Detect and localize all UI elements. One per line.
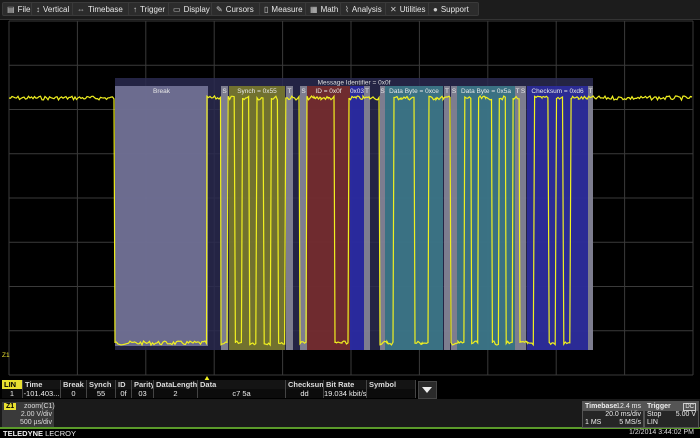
segment-label: ID = 0x0f — [315, 88, 341, 95]
decode-segment-id — [307, 86, 350, 350]
table-cell[interactable]: dd — [286, 389, 324, 398]
timebase-points: 1 MS — [585, 419, 601, 426]
menu-support[interactable]: ●Support — [428, 2, 479, 16]
decode-segment-parity — [350, 86, 364, 350]
segment-label: Checksum = 0xd6 — [531, 88, 584, 95]
segment-label: T — [589, 88, 593, 95]
decode-segment-t — [286, 86, 293, 350]
menu-label: Utilities — [400, 5, 426, 14]
table-cell[interactable]: 19.034 kbit/s — [324, 389, 367, 398]
segment-label: S — [222, 88, 227, 95]
zoom-trace-descriptor[interactable]: Z1 zoom(C1) 2.00 V/div 500 µs/div — [2, 402, 54, 427]
segment-label: S — [380, 88, 385, 95]
support-icon: ● — [433, 5, 438, 14]
z1-tag: Z1 — [4, 403, 16, 410]
table-cell[interactable] — [367, 389, 416, 398]
decode-segment-checksum — [527, 86, 588, 350]
table-cell[interactable]: 03 — [132, 389, 154, 398]
column-header[interactable]: Data — [198, 380, 286, 389]
column-header[interactable]: Break — [61, 380, 87, 389]
z1-source: zoom(C1) — [24, 403, 55, 410]
table-cell[interactable]: 1 — [2, 389, 23, 398]
menu-label: File — [18, 5, 31, 14]
menu-label: Cursors — [226, 5, 254, 14]
z1-tdiv: 500 µs/div — [20, 419, 52, 426]
segment-label: Break — [153, 88, 171, 95]
segment-label: T — [288, 88, 292, 95]
timebase-panel[interactable]: Timebase12.4 ms 20.0 ms/div 1 MS 5 MS/s — [582, 401, 644, 428]
waveform-display[interactable]: Message Identifier = 0x0f Break S Synch = 0… — [0, 20, 700, 380]
timebase-icon: ⇔ — [77, 5, 85, 14]
decode-segment-break — [115, 86, 208, 346]
math-icon: ▦ — [310, 5, 318, 14]
menu-label: Display — [184, 5, 210, 14]
display-icon: ▭ — [173, 5, 181, 14]
z1-trace-marker: Z1 — [2, 352, 10, 359]
decode-segment-t — [588, 86, 593, 350]
brand-logo: TELEDYNE LECROY — [3, 429, 76, 438]
column-header[interactable]: ID — [116, 380, 132, 389]
table-cell[interactable]: 0 — [61, 389, 87, 398]
menu-label: Measure — [271, 5, 302, 14]
column-header[interactable]: LIN — [2, 380, 23, 389]
timebase-tdiv: 20.0 ms/div — [605, 411, 641, 418]
table-cell[interactable]: 0f — [116, 389, 132, 398]
trigger-level: 5.00 V — [676, 411, 696, 418]
trigger-mode: Stop — [647, 411, 661, 418]
table-expand-button[interactable] — [418, 381, 437, 399]
menu-bar: ▤File↕Vertical⇔Timebase↑Trigger▭Display✎… — [0, 0, 700, 20]
trigger-icon: ↑ — [133, 5, 137, 14]
table-cell[interactable]: c7 5a — [198, 389, 286, 398]
segment-label: T — [445, 88, 449, 95]
table-cell[interactable]: 2 — [154, 389, 198, 398]
utilities-icon: ✕ — [390, 5, 397, 14]
column-header[interactable]: Time — [23, 380, 61, 389]
column-header[interactable]: DataLength — [154, 380, 198, 389]
column-header[interactable]: Parity — [132, 380, 154, 389]
decode-segment-s — [451, 86, 457, 350]
table-cell[interactable]: 55 — [87, 389, 116, 398]
menu-label: Trigger — [140, 5, 165, 14]
menu-cursors[interactable]: ✎Cursors — [211, 2, 266, 16]
decode-segment-t — [364, 86, 370, 350]
column-header[interactable]: Checksum — [286, 380, 324, 389]
trigger-coupling: DC — [683, 403, 696, 411]
column-header[interactable]: Bit Rate — [324, 380, 367, 389]
segment-label: Synch = 0x55 — [237, 88, 277, 95]
timebase-title: Timebase — [585, 403, 617, 410]
analysis-icon: ⌇ — [345, 5, 349, 14]
segment-label: S — [521, 88, 526, 95]
column-header[interactable]: Symbol — [367, 380, 416, 389]
menu-label: Vertical — [43, 5, 69, 14]
timebase-delay: 12.4 ms — [616, 402, 641, 411]
menu-label: Support — [441, 5, 469, 14]
z1-vdiv: 2.00 V/div — [21, 411, 52, 418]
decode-segment-t — [444, 86, 450, 350]
timebase-rate: 5 MS/s — [619, 419, 641, 426]
menu-label: Math — [321, 5, 339, 14]
segment-label: S — [301, 88, 306, 95]
datetime: 1/2/2014 3:44:02 PM — [629, 429, 694, 436]
trigger-type: LIN — [647, 419, 658, 426]
trigger-panel[interactable]: Trigger DC Stop 5.00 V LIN — [644, 401, 699, 428]
decode-segment-s — [380, 86, 385, 350]
segment-label: T — [516, 88, 520, 95]
segment-label: Data Byte = 0x5a — [461, 88, 511, 95]
message-identifier-label: Message Identifier = 0x0f — [318, 80, 391, 87]
menu-label: Timebase — [88, 5, 123, 14]
decode-segment-s — [520, 86, 526, 350]
column-header[interactable]: Synch — [87, 380, 116, 389]
segment-label: T — [365, 88, 369, 95]
menu-label: Analysis — [352, 5, 382, 14]
segment-label: S — [452, 88, 457, 95]
file-icon: ▤ — [7, 5, 15, 14]
menu-timebase[interactable]: ⇔Timebase — [72, 2, 134, 16]
table-cell[interactable]: -101.403... — [23, 389, 61, 398]
vertical-icon: ↕ — [36, 5, 40, 14]
segment-label: 0x03 — [350, 88, 364, 95]
cursors-icon: ✎ — [216, 5, 223, 14]
measure-icon: ▯ — [264, 5, 268, 14]
segment-label: Data Byte = 0xce — [389, 88, 439, 95]
trigger-title: Trigger — [647, 403, 671, 410]
